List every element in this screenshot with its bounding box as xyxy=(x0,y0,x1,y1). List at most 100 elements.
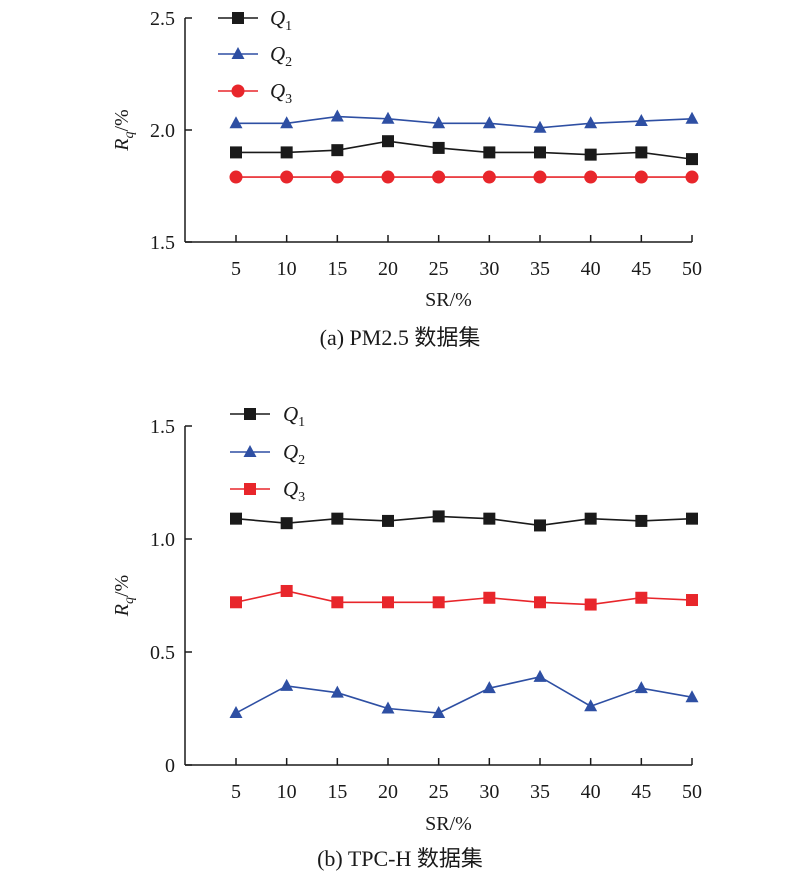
data-point-q3 xyxy=(280,584,293,597)
data-point-q2 xyxy=(685,111,699,124)
y-tick-label: 0 xyxy=(165,755,175,777)
data-point-q3 xyxy=(330,170,344,184)
data-point-q1 xyxy=(331,144,344,157)
x-tick-label: 25 xyxy=(429,781,449,803)
legend-marker xyxy=(232,12,244,24)
data-point-q1 xyxy=(280,517,293,530)
data-point-q1 xyxy=(584,148,597,161)
data-point-q2 xyxy=(533,120,547,133)
x-axis-label: SR/% xyxy=(425,813,472,835)
data-point-q1 xyxy=(280,146,293,159)
y-tick-label: 0.5 xyxy=(150,642,175,664)
data-point-q3 xyxy=(229,170,243,184)
chart-caption: (a) PM2.5 数据集 xyxy=(320,325,481,350)
y-tick-label: 2.5 xyxy=(150,8,175,30)
x-axis-label: SR/% xyxy=(425,289,472,311)
data-point-q2 xyxy=(533,669,547,682)
data-point-q2 xyxy=(482,116,496,129)
data-point-q3 xyxy=(584,598,597,611)
legend-marker xyxy=(243,445,257,457)
data-point-q2 xyxy=(584,116,598,129)
x-tick-label: 10 xyxy=(277,781,297,803)
legend-label-q1: Q1 xyxy=(270,6,292,34)
data-point-q3 xyxy=(381,170,395,184)
y-tick-label: 1.5 xyxy=(150,416,175,438)
data-point-q3 xyxy=(634,170,648,184)
chart-1: 1.5 2.0 2.5 5 10 15 20 25 30 35 40 45 50 SR/% Rq/% Q1 Q2… xyxy=(111,6,702,350)
series-q3 xyxy=(229,170,699,184)
data-point-q1 xyxy=(635,146,648,159)
data-point-q2 xyxy=(685,690,699,703)
data-point-q1 xyxy=(230,146,242,159)
x-tick-label: 5 xyxy=(231,781,241,803)
legend-label-q1: Q1 xyxy=(283,402,305,430)
x-tick-label: 30 xyxy=(479,258,499,280)
series-q1 xyxy=(230,135,698,166)
x-tick-label: 5 xyxy=(231,258,241,280)
data-point-q1 xyxy=(331,512,344,525)
data-point-q3 xyxy=(534,596,546,609)
data-point-q2 xyxy=(229,116,243,129)
x-tick-label: 50 xyxy=(682,781,702,803)
data-point-q3 xyxy=(533,170,547,184)
y-axis-label: Rq/% xyxy=(111,109,137,151)
x-tick-label: 15 xyxy=(327,781,347,803)
x-tick-label: 40 xyxy=(581,781,601,803)
legend-label-q3: Q3 xyxy=(270,79,292,107)
legend-marker xyxy=(231,84,245,98)
series-q1-line xyxy=(236,140,693,160)
data-point-q1 xyxy=(584,512,597,525)
series-q1 xyxy=(230,510,698,532)
data-point-q2 xyxy=(330,685,344,698)
y-tick-label: 1.0 xyxy=(150,529,175,551)
legend-label-q2: Q2 xyxy=(270,42,292,70)
data-point-q3 xyxy=(686,594,698,607)
series-q2 xyxy=(229,669,699,719)
legend-marker xyxy=(244,483,256,495)
data-point-q1 xyxy=(432,141,445,154)
data-point-q2 xyxy=(280,678,294,691)
data-point-q3 xyxy=(482,170,496,184)
data-point-q2 xyxy=(381,111,395,124)
data-point-q2 xyxy=(432,706,446,719)
series-q2-line xyxy=(235,676,693,714)
series-q3-line xyxy=(235,590,693,606)
data-point-q3 xyxy=(584,170,598,184)
data-point-q2 xyxy=(330,109,344,122)
y-tick-label: 1.5 xyxy=(150,232,175,254)
x-tick-label: 30 xyxy=(479,781,499,803)
data-point-q2 xyxy=(584,699,598,712)
chart-caption: (b) TPC-H 数据集 xyxy=(317,846,483,871)
x-tick-label: 25 xyxy=(429,258,449,280)
data-point-q1 xyxy=(432,510,445,523)
data-point-q1 xyxy=(483,146,496,159)
data-point-q2 xyxy=(381,701,395,714)
x-tick-label: 20 xyxy=(378,258,398,280)
y-tick-label: 2.0 xyxy=(150,120,175,142)
data-point-q2 xyxy=(229,706,243,719)
x-tick-label: 45 xyxy=(631,781,651,803)
data-point-q1 xyxy=(534,519,546,532)
data-point-q3 xyxy=(635,591,648,604)
x-tick-label: 45 xyxy=(631,258,651,280)
legend-marker xyxy=(244,408,256,420)
x-tick-label: 40 xyxy=(581,258,601,280)
data-point-q2 xyxy=(634,681,648,694)
series-q1-line xyxy=(235,515,693,527)
data-point-q2 xyxy=(482,681,496,694)
series-q3 xyxy=(230,584,698,611)
legend-label-q3: Q3 xyxy=(283,477,305,505)
data-point-q1 xyxy=(686,153,698,166)
data-point-q1 xyxy=(534,146,546,159)
data-point-q3 xyxy=(432,596,445,609)
x-tick-label: 10 xyxy=(277,258,297,280)
x-tick-label: 50 xyxy=(682,258,702,280)
data-point-q2 xyxy=(432,116,446,129)
chart-2: 0 0.5 1.0 1.5 5 10 15 20 25 30 35 40 45 50 SR/% Rq/% Q1 Q… xyxy=(111,402,702,871)
data-point-q1 xyxy=(382,514,394,527)
series-q2 xyxy=(229,109,699,133)
x-tick-label: 35 xyxy=(530,781,550,803)
data-point-q2 xyxy=(634,114,648,127)
data-point-q3 xyxy=(685,170,699,184)
